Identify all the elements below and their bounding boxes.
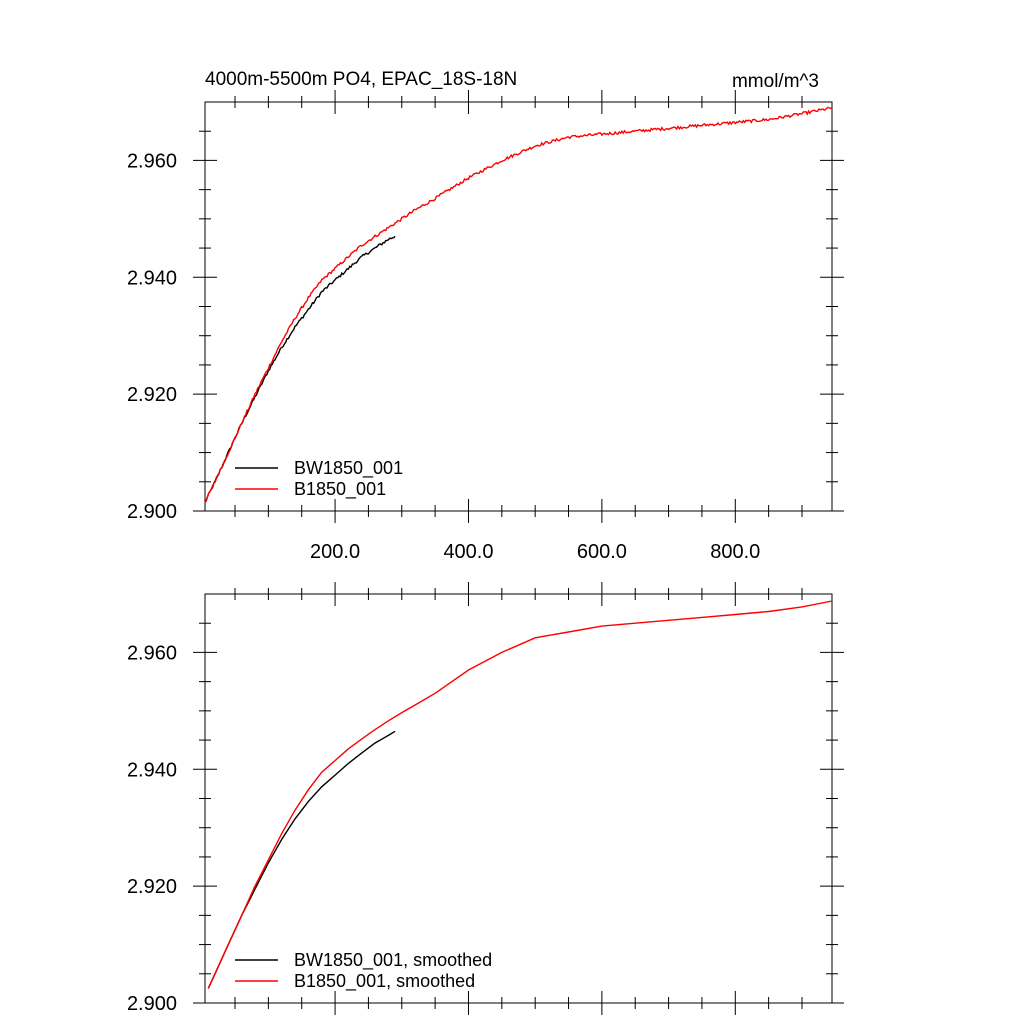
legend-label: BW1850_001, smoothed — [294, 950, 492, 971]
y-tick-label: 2.900 — [127, 993, 177, 1015]
x-tick-label: 400.0 — [443, 541, 493, 563]
chart-title: 4000m-5500m PO4, EPAC_18S-18N — [205, 69, 517, 90]
chart-units: mmol/m^3 — [732, 71, 819, 92]
legend-label: BW1850_001 — [294, 458, 403, 479]
legend-label: B1850_001, smoothed — [294, 971, 475, 992]
y-tick-label: 2.900 — [127, 501, 177, 523]
top-panel: 200.0 400.0 600.0 800.0 2.900 2.920 2.940 2.960… — [127, 90, 844, 563]
x-tick-label: 200.0 — [310, 541, 360, 563]
series-line-1 — [207, 600, 833, 989]
y-tick-label: 2.920 — [127, 384, 177, 406]
plot-frame — [204, 101, 833, 512]
y-tick-label: 2.940 — [127, 759, 177, 781]
plot-frame — [204, 593, 833, 1004]
legend-label: B1850_001 — [294, 479, 386, 500]
x-tick-label: 600.0 — [577, 541, 627, 563]
bottom-panel: 2.900 2.920 2.940 2.960 BW1850_001, smoothed… — [127, 582, 844, 1015]
y-tick-label: 2.940 — [127, 267, 177, 289]
y-tick-label: 2.960 — [127, 150, 177, 172]
x-tick-label: 800.0 — [710, 541, 760, 563]
y-tick-label: 2.960 — [127, 642, 177, 664]
y-tick-label: 2.920 — [127, 876, 177, 898]
series-line-1 — [204, 106, 833, 504]
